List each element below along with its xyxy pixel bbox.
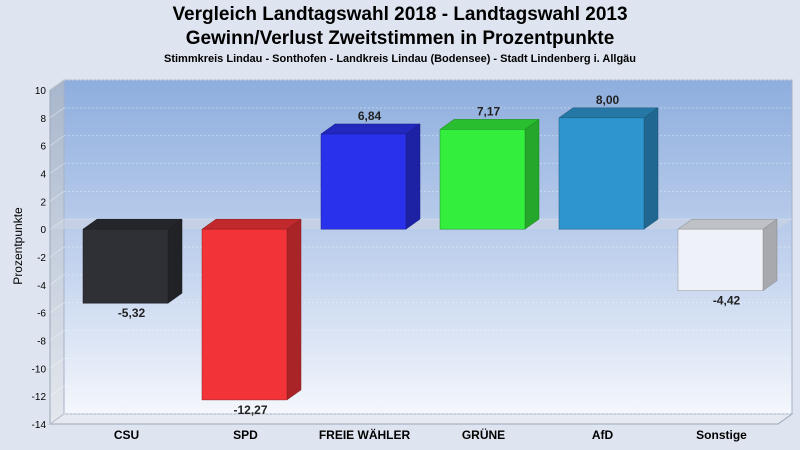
y-axis-label: Prozentpunkte xyxy=(11,207,25,285)
x-tick-label: SPD xyxy=(233,428,258,442)
bar-csu: -5,32 xyxy=(82,218,183,320)
y-tick-label: 0 xyxy=(40,225,46,236)
x-tick-label: CSU xyxy=(114,428,139,442)
bar-afd: 8,00 xyxy=(558,93,659,230)
y-tick-label: 6 xyxy=(40,142,46,153)
gridline-side xyxy=(49,302,65,314)
gridline-side xyxy=(49,163,65,174)
data-label: 6,84 xyxy=(358,109,382,123)
bar-top xyxy=(201,218,302,230)
bar-top xyxy=(439,119,540,130)
gridline-side xyxy=(49,330,65,341)
x-tick-label: FREIE WÄHLER xyxy=(319,427,411,442)
chart-title-line-2: Gewinn/Verlust Zweitstimmen in Prozentpu… xyxy=(185,28,615,49)
bar-spd: -12,27 xyxy=(201,218,302,417)
bar-side xyxy=(405,123,421,230)
bar xyxy=(558,117,645,230)
y-tick-label: 4 xyxy=(40,170,46,181)
bar xyxy=(439,129,526,230)
gridline-side xyxy=(49,274,65,286)
y-tick-label: -4 xyxy=(37,281,46,292)
bar-sonstige: -4,42 xyxy=(677,218,778,308)
bar xyxy=(320,133,407,230)
bar-top xyxy=(320,123,421,135)
bar xyxy=(677,228,764,291)
data-label: -5,32 xyxy=(118,306,146,320)
bar-side xyxy=(762,218,778,292)
gridline-side xyxy=(49,135,65,147)
y-tick-label: -2 xyxy=(37,253,46,264)
bar-freie-wähler: 6,84 xyxy=(320,109,421,230)
chart-title: Vergleich Landtagswahl 2018 - Landtagswa… xyxy=(172,4,628,25)
bar xyxy=(201,228,288,401)
gridline-side xyxy=(49,79,65,91)
chart-subtitle: Stimmkreis Lindau - Sonthofen - Landkrei… xyxy=(163,53,637,65)
gridline-side xyxy=(49,246,65,258)
data-label: -12,27 xyxy=(233,403,267,417)
bar-side xyxy=(167,218,183,304)
x-tick-label: Sonstige xyxy=(696,428,747,442)
x-tick-label: AfD xyxy=(592,428,614,442)
y-tick-label: 2 xyxy=(40,197,46,208)
data-label: 8,00 xyxy=(596,93,620,107)
gridline-side xyxy=(49,357,65,369)
bar-grüne: 7,17 xyxy=(439,104,540,230)
y-tick-label: 10 xyxy=(35,86,47,97)
y-tick-label: -12 xyxy=(32,392,47,403)
data-label: 7,17 xyxy=(477,104,501,118)
bar xyxy=(82,228,169,304)
y-tick-label: 8 xyxy=(40,114,46,125)
bar-side xyxy=(524,118,540,230)
gridline-side xyxy=(49,107,65,119)
bar-side xyxy=(286,218,302,401)
bar-top xyxy=(677,218,778,230)
plot-back-wall xyxy=(63,79,793,415)
x-tick-label: GRÜNE xyxy=(462,427,505,442)
plot-floor xyxy=(48,413,794,425)
gridline-side xyxy=(49,413,65,425)
gridline-side xyxy=(49,190,65,202)
bar-top xyxy=(558,107,659,119)
y-tick-label: -10 xyxy=(32,364,47,375)
bar-side xyxy=(643,107,659,230)
y-tick-label: -6 xyxy=(37,309,46,320)
y-tick-label: -8 xyxy=(37,337,46,348)
y-tick-label: -14 xyxy=(32,420,47,431)
bar-top xyxy=(82,218,183,230)
gridline-side xyxy=(49,385,65,397)
data-label: -4,42 xyxy=(713,294,741,308)
